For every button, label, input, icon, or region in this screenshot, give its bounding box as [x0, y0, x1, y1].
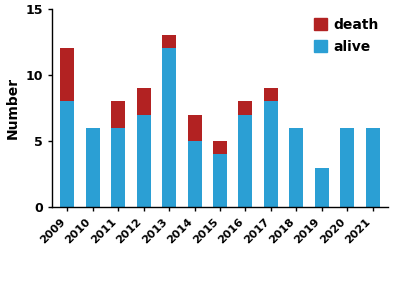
Legend: death, alive: death, alive: [311, 15, 382, 56]
Bar: [366, 128, 380, 207]
Bar: [60, 101, 74, 207]
Bar: [238, 101, 252, 115]
Bar: [111, 128, 125, 207]
Bar: [162, 48, 176, 207]
Bar: [137, 115, 151, 207]
Bar: [137, 88, 151, 115]
Bar: [264, 101, 278, 207]
Bar: [315, 168, 329, 207]
Bar: [213, 141, 227, 154]
Bar: [340, 128, 354, 207]
Y-axis label: Number: Number: [6, 77, 20, 139]
Bar: [188, 115, 202, 141]
Bar: [111, 101, 125, 128]
Bar: [162, 35, 176, 48]
Bar: [60, 48, 74, 101]
Bar: [238, 115, 252, 207]
Bar: [213, 154, 227, 207]
Bar: [289, 128, 303, 207]
Bar: [188, 141, 202, 207]
Bar: [264, 88, 278, 101]
Bar: [86, 128, 100, 207]
